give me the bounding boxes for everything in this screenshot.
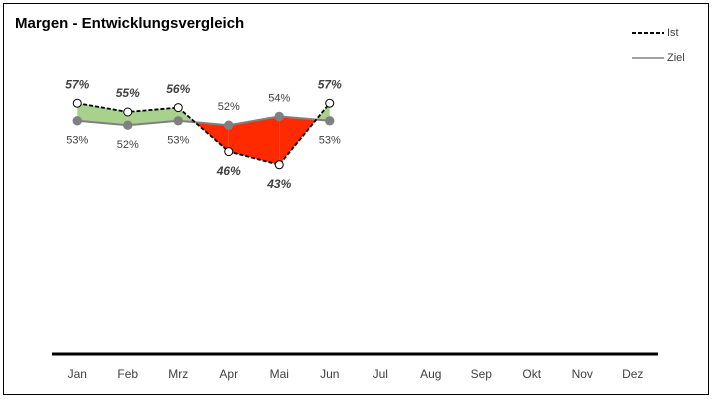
chart-title: Margen - Entwicklungsvergleich [15,15,244,32]
x-tick-label: Jun [320,367,339,381]
chart-frame [3,3,709,395]
data-label: 53% [319,135,341,147]
point-marker [72,116,82,126]
x-tick-label: Jan [68,367,87,381]
data-label: 57% [318,77,342,91]
point-marker [274,160,284,170]
point-marker [123,107,133,117]
data-label: 52% [117,139,139,151]
point-marker [173,103,183,113]
point-marker [224,120,234,130]
gap-fill [178,107,196,123]
legend-label: Ziel [667,52,685,64]
point-marker [274,111,284,122]
data-label: 56% [166,82,190,96]
data-label: 57% [65,77,89,91]
x-tick-label: Apr [219,367,238,381]
x-tick-label: Nov [572,367,593,381]
x-tick-label: Okt [522,367,541,381]
data-label: 52% [218,101,240,113]
gap-fill [228,116,280,165]
gap-fill [77,103,128,126]
data-label: 54% [268,92,290,104]
point-marker [325,116,335,126]
point-marker [224,147,234,157]
x-tick-label: Feb [117,367,138,381]
x-tick-label: Mai [270,367,289,381]
gap-fill [127,107,179,126]
point-marker [325,98,335,108]
legend-label: Ist [667,27,679,39]
x-tick-label: Mrz [168,367,188,381]
point-marker [72,98,82,108]
data-label: 43% [266,177,291,191]
series-line [77,115,330,127]
x-tick-label: Dez [622,367,643,381]
x-tick-label: Aug [420,367,441,381]
data-label: 53% [66,135,88,147]
point-marker [173,116,183,126]
series-line [77,102,331,166]
point-marker [123,120,133,130]
data-label: 46% [216,164,241,178]
x-tick-label: Jul [373,367,388,381]
data-label: 55% [116,86,140,100]
x-tick-label: Sep [471,367,493,381]
data-label: 53% [167,135,189,147]
